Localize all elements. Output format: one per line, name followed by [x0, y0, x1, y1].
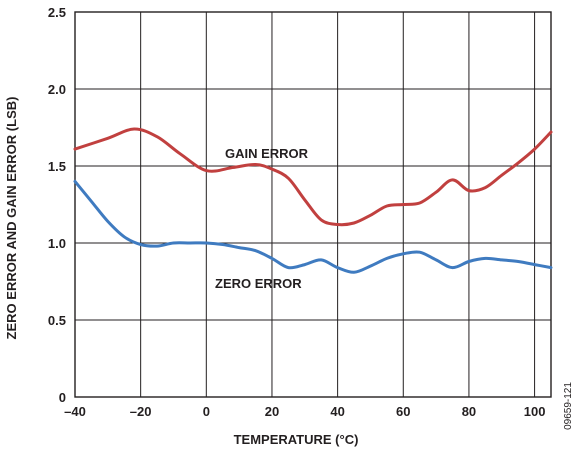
x-tick-label: 60	[396, 404, 410, 419]
x-tick-label: 80	[462, 404, 476, 419]
x-tick-labels: –40 –20 0 20 40 60 80 100	[64, 404, 545, 419]
y-tick-labels: 0 0.5 1.0 1.5 2.0 2.5	[48, 5, 66, 405]
y-tick-label: 1.5	[48, 159, 66, 174]
x-tick-label: 40	[330, 404, 344, 419]
vertical-gridlines	[140, 12, 536, 397]
x-axis-title: TEMPERATURE (°C)	[234, 432, 359, 447]
x-tick-label: 20	[265, 404, 279, 419]
y-tick-label: 0.5	[48, 313, 66, 328]
gain-error-label: GAIN ERROR	[225, 146, 309, 161]
y-tick-label: 1.0	[48, 236, 66, 251]
series-layer	[73, 127, 553, 274]
plot-frame	[74, 11, 552, 398]
zero-error-label: ZERO ERROR	[215, 276, 302, 291]
x-tick-label: –20	[130, 404, 152, 419]
y-tick-label: 2.0	[48, 82, 66, 97]
y-tick-label: 2.5	[48, 5, 66, 20]
y-tick-label: 0	[59, 390, 66, 405]
x-tick-label: 0	[203, 404, 210, 419]
x-tick-label: –40	[64, 404, 86, 419]
x-tick-label: 100	[524, 404, 546, 419]
figure-id: 09659-121	[563, 382, 574, 430]
gain-error-line	[73, 127, 553, 227]
horizontal-gridlines	[75, 88, 551, 321]
y-axis-title: ZERO ERROR AND GAIN ERROR (LSB)	[4, 97, 19, 340]
zero-error-line	[73, 179, 553, 274]
